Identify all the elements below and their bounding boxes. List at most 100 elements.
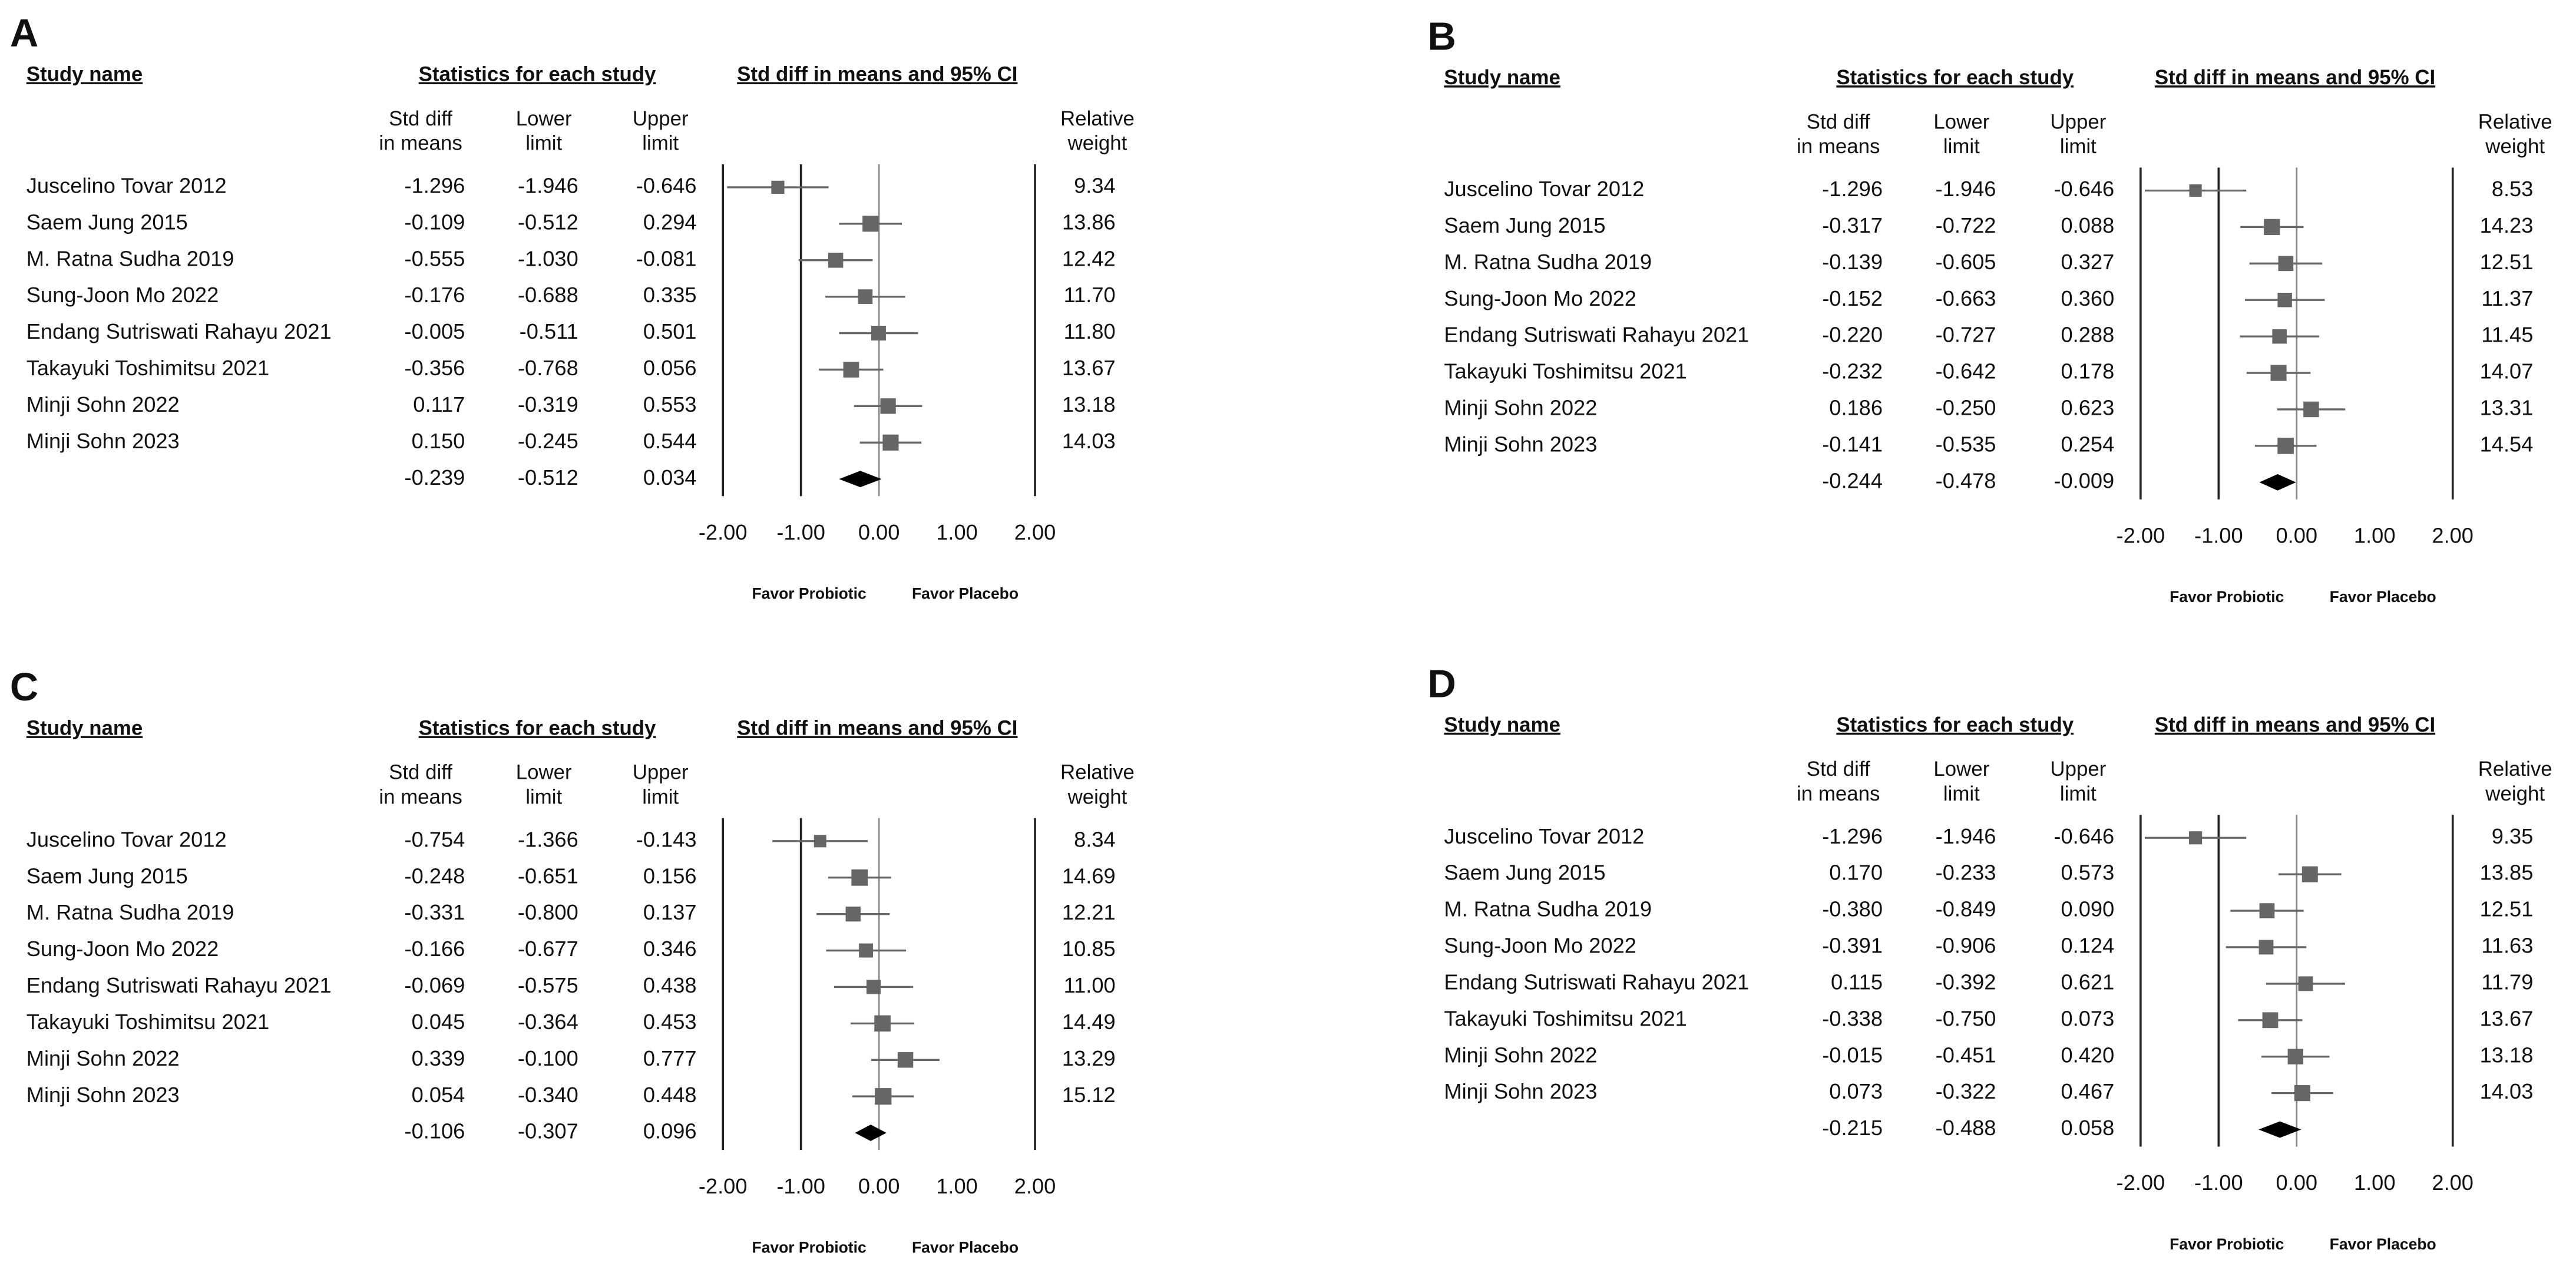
effect-marker	[2278, 256, 2294, 272]
cell-value: 0.073	[1829, 1079, 1883, 1103]
summary-value: 0.034	[643, 465, 697, 490]
cell-value: 8.34	[1074, 827, 1116, 851]
cell-value: 14.23	[2480, 213, 2534, 237]
cell-value: 0.045	[412, 1010, 465, 1034]
annotation: Favor Probiotic	[2170, 588, 2284, 606]
annotation: Favor Placebo	[2330, 1235, 2436, 1253]
summary-value: 0.096	[643, 1119, 697, 1143]
cell-value: -0.245	[518, 429, 578, 453]
summary-value: -0.106	[405, 1119, 465, 1143]
panel: D Study name Statistics for each study Std …	[1428, 662, 2552, 1252]
effect-marker	[874, 1015, 891, 1032]
study-name: Endang Sutriswati Rahayu 2021	[27, 973, 332, 997]
cell-value: 14.69	[1062, 864, 1116, 888]
column-header: weight	[1067, 132, 1127, 155]
cell-value: -0.233	[1936, 861, 1996, 885]
column-header: limit	[1943, 782, 1980, 805]
cell-value: 11.00	[1064, 973, 1116, 997]
annotation: Favor Placebo	[2330, 588, 2436, 606]
cell-value: -0.722	[1936, 213, 1996, 237]
cell-value: -0.535	[1936, 432, 1996, 456]
cell-value: 0.346	[643, 937, 697, 961]
cell-value: -1.030	[518, 246, 578, 270]
study-name: Saem Jung 2015	[1444, 861, 1605, 885]
cell-value: -0.143	[636, 827, 697, 851]
effect-marker	[851, 869, 868, 886]
cell-value: -0.176	[405, 283, 465, 307]
study-name: Sung-Joon Mo 2022	[27, 283, 219, 307]
study-name: Takayuki Toshimitsu 2021	[27, 1010, 269, 1034]
effect-marker	[2258, 940, 2274, 955]
chart-title: Std diff in means and 95% CI	[737, 62, 1017, 85]
x-tick-label: -1.00	[2194, 1170, 2243, 1195]
effect-marker	[2270, 365, 2287, 381]
study-name: Sung-Joon Mo 2022	[1444, 286, 1636, 310]
study-header: Study name	[1444, 66, 1560, 89]
cell-value: -1.946	[1936, 824, 1996, 848]
cell-value: 0.124	[2061, 934, 2115, 958]
cell-value: -0.646	[2053, 177, 2114, 201]
cell-value: 0.115	[1831, 970, 1883, 994]
cell-value: -0.768	[518, 356, 578, 380]
x-tick-label: 0.00	[2276, 1170, 2318, 1195]
study-name: Juscelino Tovar 2012	[1444, 824, 1644, 848]
cell-value: 10.85	[1062, 937, 1116, 961]
cell-value: 0.360	[2061, 286, 2115, 310]
cell-value: 0.088	[2061, 213, 2115, 237]
cell-value: -0.081	[636, 246, 697, 270]
cell-value: 14.03	[1062, 429, 1116, 453]
effect-marker	[882, 434, 899, 451]
cell-value: -0.754	[405, 827, 465, 851]
column-header: Lower	[1933, 758, 1989, 781]
cell-value: -0.906	[1936, 934, 1996, 958]
column-header: limit	[2060, 782, 2096, 805]
study-header: Study name	[27, 716, 143, 739]
cell-value: -1.366	[518, 827, 578, 851]
x-tick-label: 1.00	[2354, 1170, 2396, 1195]
study-header: Study name	[1444, 713, 1560, 736]
summary-value: 0.058	[2061, 1116, 2115, 1140]
cell-value: -0.651	[518, 864, 578, 888]
cell-value: -0.317	[1822, 213, 1883, 237]
cell-value: 9.35	[2492, 824, 2534, 848]
cell-value: -1.296	[1822, 177, 1883, 201]
cell-value: 0.453	[643, 1010, 697, 1034]
panel: C Study name Statistics for each study Std …	[10, 665, 1135, 1256]
summary-diamond	[855, 1125, 887, 1142]
cell-value: -0.100	[518, 1046, 578, 1070]
cell-value: 0.178	[2061, 359, 2115, 383]
column-header: Std diff	[1807, 110, 1870, 133]
study-name: Sung-Joon Mo 2022	[27, 937, 219, 961]
effect-marker	[2303, 401, 2319, 418]
effect-marker	[862, 216, 879, 232]
cell-value: 0.090	[2061, 897, 2115, 921]
cell-value: 0.339	[412, 1046, 465, 1070]
x-tick-label: -2.00	[699, 1174, 748, 1198]
cell-value: 0.335	[643, 283, 697, 307]
cell-value: -0.141	[1822, 432, 1883, 456]
summary-value: -0.488	[1936, 1116, 1996, 1140]
column-header: weight	[1067, 786, 1127, 809]
x-tick-label: -2.00	[2117, 1170, 2165, 1195]
x-tick-label: 0.00	[858, 520, 900, 544]
cell-value: -0.392	[1936, 970, 1996, 994]
cell-value: 0.623	[2061, 396, 2115, 420]
cell-value: -1.946	[1936, 177, 1996, 201]
study-name: Endang Sutriswati Rahayu 2021	[1444, 323, 1749, 347]
cell-value: 0.137	[643, 900, 697, 924]
cell-value: 11.80	[1064, 319, 1116, 343]
chart-title: Std diff in means and 95% CI	[2155, 713, 2435, 736]
cell-value: -0.800	[518, 900, 578, 924]
effect-marker	[866, 980, 881, 994]
cell-value: 12.51	[2480, 250, 2534, 274]
cell-value: 0.254	[2061, 432, 2115, 456]
column-header: limit	[642, 132, 679, 155]
cell-value: 0.544	[643, 429, 697, 453]
column-header: weight	[2485, 782, 2545, 805]
chart-title: Std diff in means and 95% CI	[2155, 66, 2435, 89]
study-name: Takayuki Toshimitsu 2021	[1444, 359, 1687, 383]
column-header: Relative	[1060, 761, 1135, 784]
effect-marker	[858, 289, 873, 305]
cell-value: -0.248	[405, 864, 465, 888]
cell-value: -0.322	[1936, 1079, 1996, 1103]
